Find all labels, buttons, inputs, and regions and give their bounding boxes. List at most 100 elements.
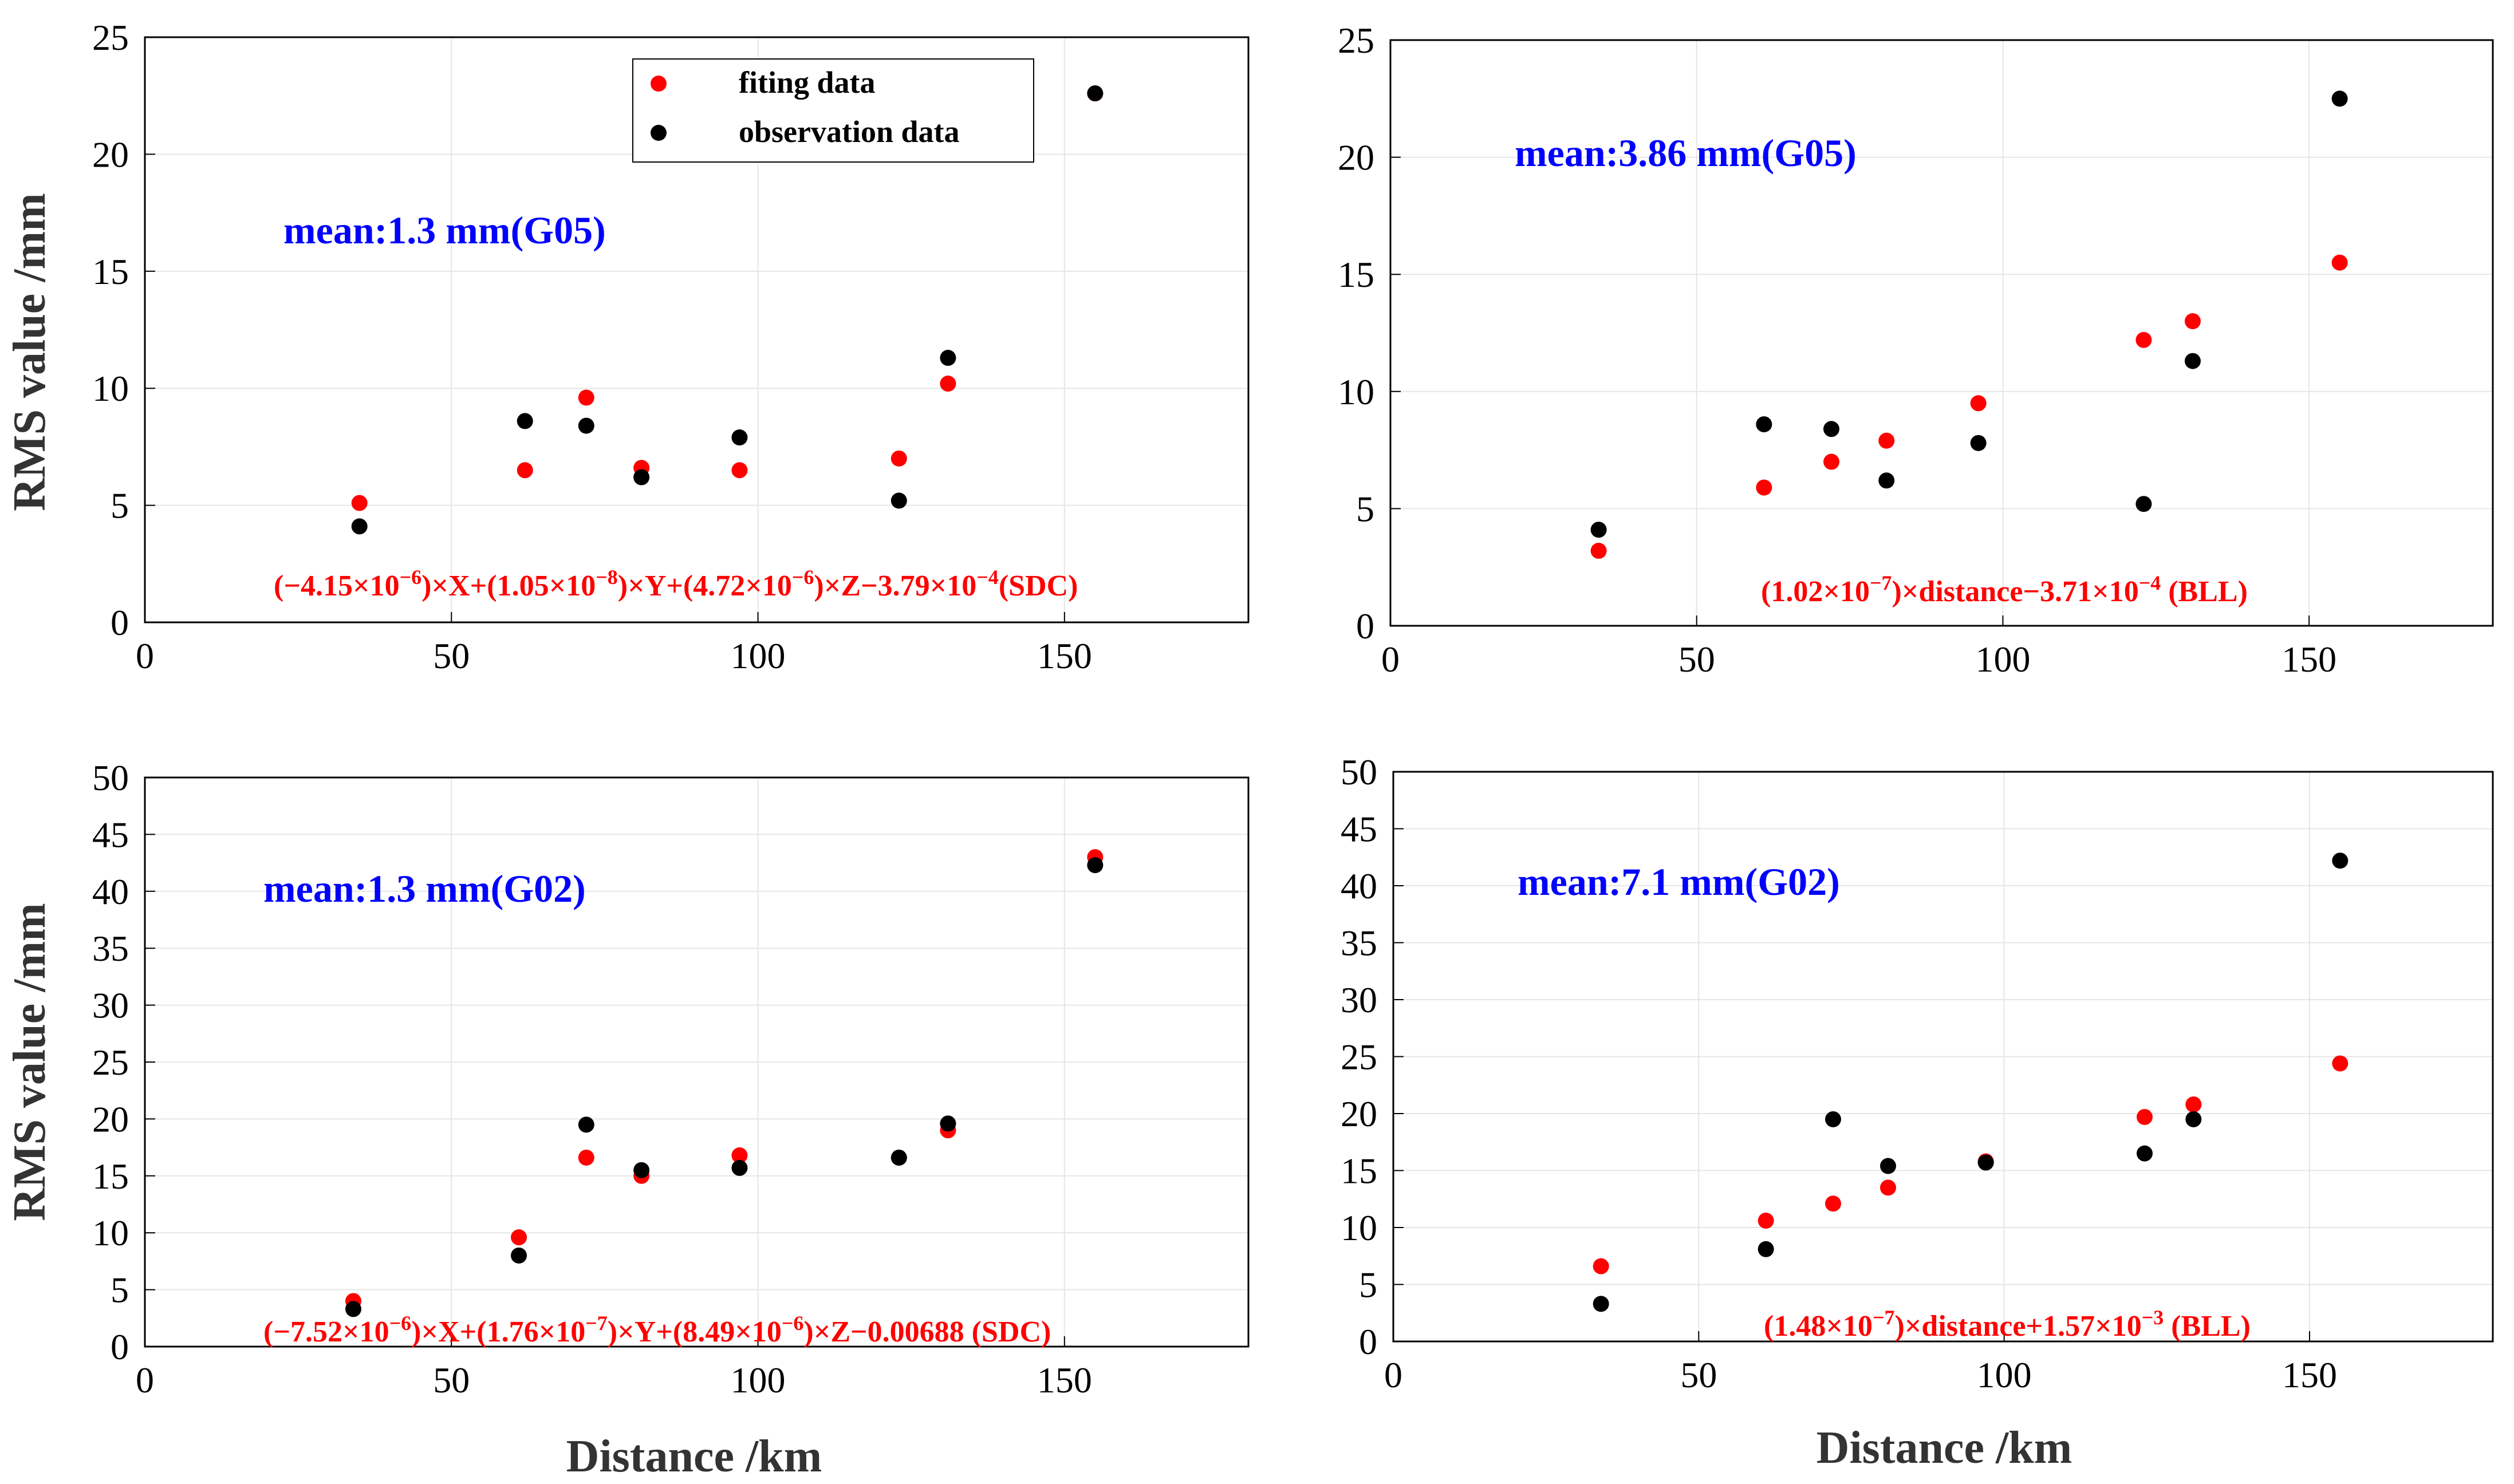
mean-annotation: mean:1.3 mm(G02) (263, 867, 586, 910)
fitting-point (890, 450, 907, 467)
y-tick-label: 40 (1341, 866, 1377, 906)
grid (144, 777, 1248, 1347)
eq-exp: −7 (1873, 1306, 1895, 1329)
fitting-point (1758, 1213, 1774, 1229)
x-axis-label: Distance /km (566, 1431, 822, 1482)
y-tick-label: 5 (111, 486, 129, 526)
x-tick-label: 100 (1977, 1355, 2032, 1395)
observation-point (1878, 472, 1895, 489)
panel-top-right: 0 5 10 15 20 25 0 50 100 150 mean:3.86 mm(G05) (… (1338, 20, 2494, 680)
fitting-point (2135, 331, 2152, 348)
legend-label-fitting: fiting data (739, 65, 876, 100)
y-tick-label: 15 (92, 251, 129, 292)
fitting-point (1878, 432, 1895, 449)
observation-point (1593, 1296, 1609, 1312)
observation-point (578, 417, 594, 434)
eq-exp: −4 (976, 566, 999, 589)
x-tick-labels: 0 50 100 150 (136, 636, 1092, 676)
y-tick-label: 10 (1338, 372, 1374, 412)
y-tick-label: 20 (92, 1099, 129, 1139)
x-tick-label: 100 (731, 1360, 786, 1400)
observation-point (633, 1162, 650, 1178)
fitting-point (1880, 1179, 1896, 1196)
eq-exp: −4 (2139, 571, 2161, 594)
y-tick-label: 10 (92, 368, 129, 409)
x-tick-label: 100 (731, 636, 786, 676)
y-tick-label: 30 (92, 985, 129, 1026)
y-tick-label: 35 (92, 928, 129, 969)
observation-point (1756, 416, 1772, 433)
x-tick-label: 50 (433, 1360, 470, 1400)
observation-point (2135, 496, 2152, 512)
y-tick-label: 10 (92, 1213, 129, 1253)
fit-equation: (1.48×10−7)×distance+1.57×10−3 (BLL) (1764, 1306, 2251, 1343)
fitting-point (2137, 1108, 2153, 1125)
y-tick-label: 35 (1341, 923, 1377, 964)
y-tick-label: 25 (92, 17, 129, 58)
fitting-point (1756, 479, 1772, 496)
observation-point (345, 1301, 361, 1317)
x-axis-label: Distance /km (1816, 1423, 2072, 1473)
y-tick-label: 5 (1359, 1265, 1377, 1305)
plot-frame (144, 776, 1250, 1348)
fitting-point (2332, 1055, 2348, 1072)
y-tick-label: 20 (1341, 1094, 1377, 1134)
mean-annotation: mean:1.3 mm(G05) (283, 208, 606, 252)
y-tick-label: 50 (92, 757, 129, 798)
fitting-point (578, 1149, 594, 1166)
x-tick-label: 150 (1037, 1360, 1092, 1400)
data-points (351, 85, 1104, 535)
x-tick-labels: 0 50 100 150 (136, 1360, 1092, 1400)
eq-exp: −6 (389, 1312, 412, 1335)
fitting-point (731, 462, 748, 479)
grid (1393, 771, 2493, 1342)
fitting-point (1823, 453, 1839, 470)
y-tick-label: 25 (92, 1042, 129, 1083)
observation-point (1823, 421, 1839, 437)
legend-label-observation: observation data (739, 115, 960, 149)
y-axis-label: RMS value /mm (5, 193, 55, 511)
fitting-point (731, 1147, 748, 1164)
x-tick-labels: 0 50 100 150 (1381, 639, 2336, 680)
eq-exp: −8 (596, 566, 618, 589)
y-tick-label: 25 (1338, 20, 1374, 61)
fitting-point (1593, 1258, 1609, 1274)
plot-frame (1392, 771, 2494, 1343)
observation-point (511, 1247, 527, 1264)
observation-point (2332, 852, 2348, 869)
fitting-point (940, 376, 956, 392)
y-tick-label: 15 (1338, 254, 1374, 295)
y-tick-label: 15 (1341, 1151, 1377, 1191)
observation-point (578, 1116, 594, 1133)
observation-point (1970, 435, 1987, 451)
legend-box (632, 58, 1034, 163)
y-tick-label: 45 (1341, 809, 1377, 850)
y-tick-labels: 0 5 10 15 20 25 30 35 40 45 50 (92, 757, 129, 1367)
y-tick-label: 40 (92, 871, 129, 912)
eq-exp: −7 (585, 1312, 608, 1335)
observation-point (517, 413, 533, 429)
observation-point (731, 1159, 748, 1176)
y-tick-labels: 0 5 10 15 20 25 (1338, 20, 1374, 646)
mean-annotation: mean:3.86 mm(G05) (1515, 131, 1857, 175)
panel-top-left: 0 5 10 15 20 25 0 50 100 150 RMS value /mm mean:… (5, 17, 1250, 676)
observation-point (940, 350, 956, 366)
observation-point (2185, 1111, 2202, 1127)
observation-point (1590, 522, 1607, 538)
y-tick-label: 0 (111, 1327, 129, 1367)
y-tick-label: 5 (111, 1270, 129, 1311)
fit-equation: (−7.52×10−6)×X+(1.76×10−7)×Y+(8.49×10−6)… (263, 1312, 1051, 1348)
plot-frame (1389, 39, 2494, 627)
observation-point (2184, 353, 2201, 369)
observation-point (731, 429, 748, 446)
x-tick-label: 50 (433, 636, 470, 676)
y-tick-label: 0 (111, 602, 129, 643)
eq-exp: −6 (782, 1312, 804, 1335)
fitting-point (511, 1229, 527, 1246)
y-tick-label: 0 (1356, 606, 1374, 646)
observation-point (351, 518, 368, 535)
y-tick-label: 20 (1338, 137, 1374, 178)
observation-point (633, 469, 650, 486)
fitting-point (351, 495, 368, 511)
